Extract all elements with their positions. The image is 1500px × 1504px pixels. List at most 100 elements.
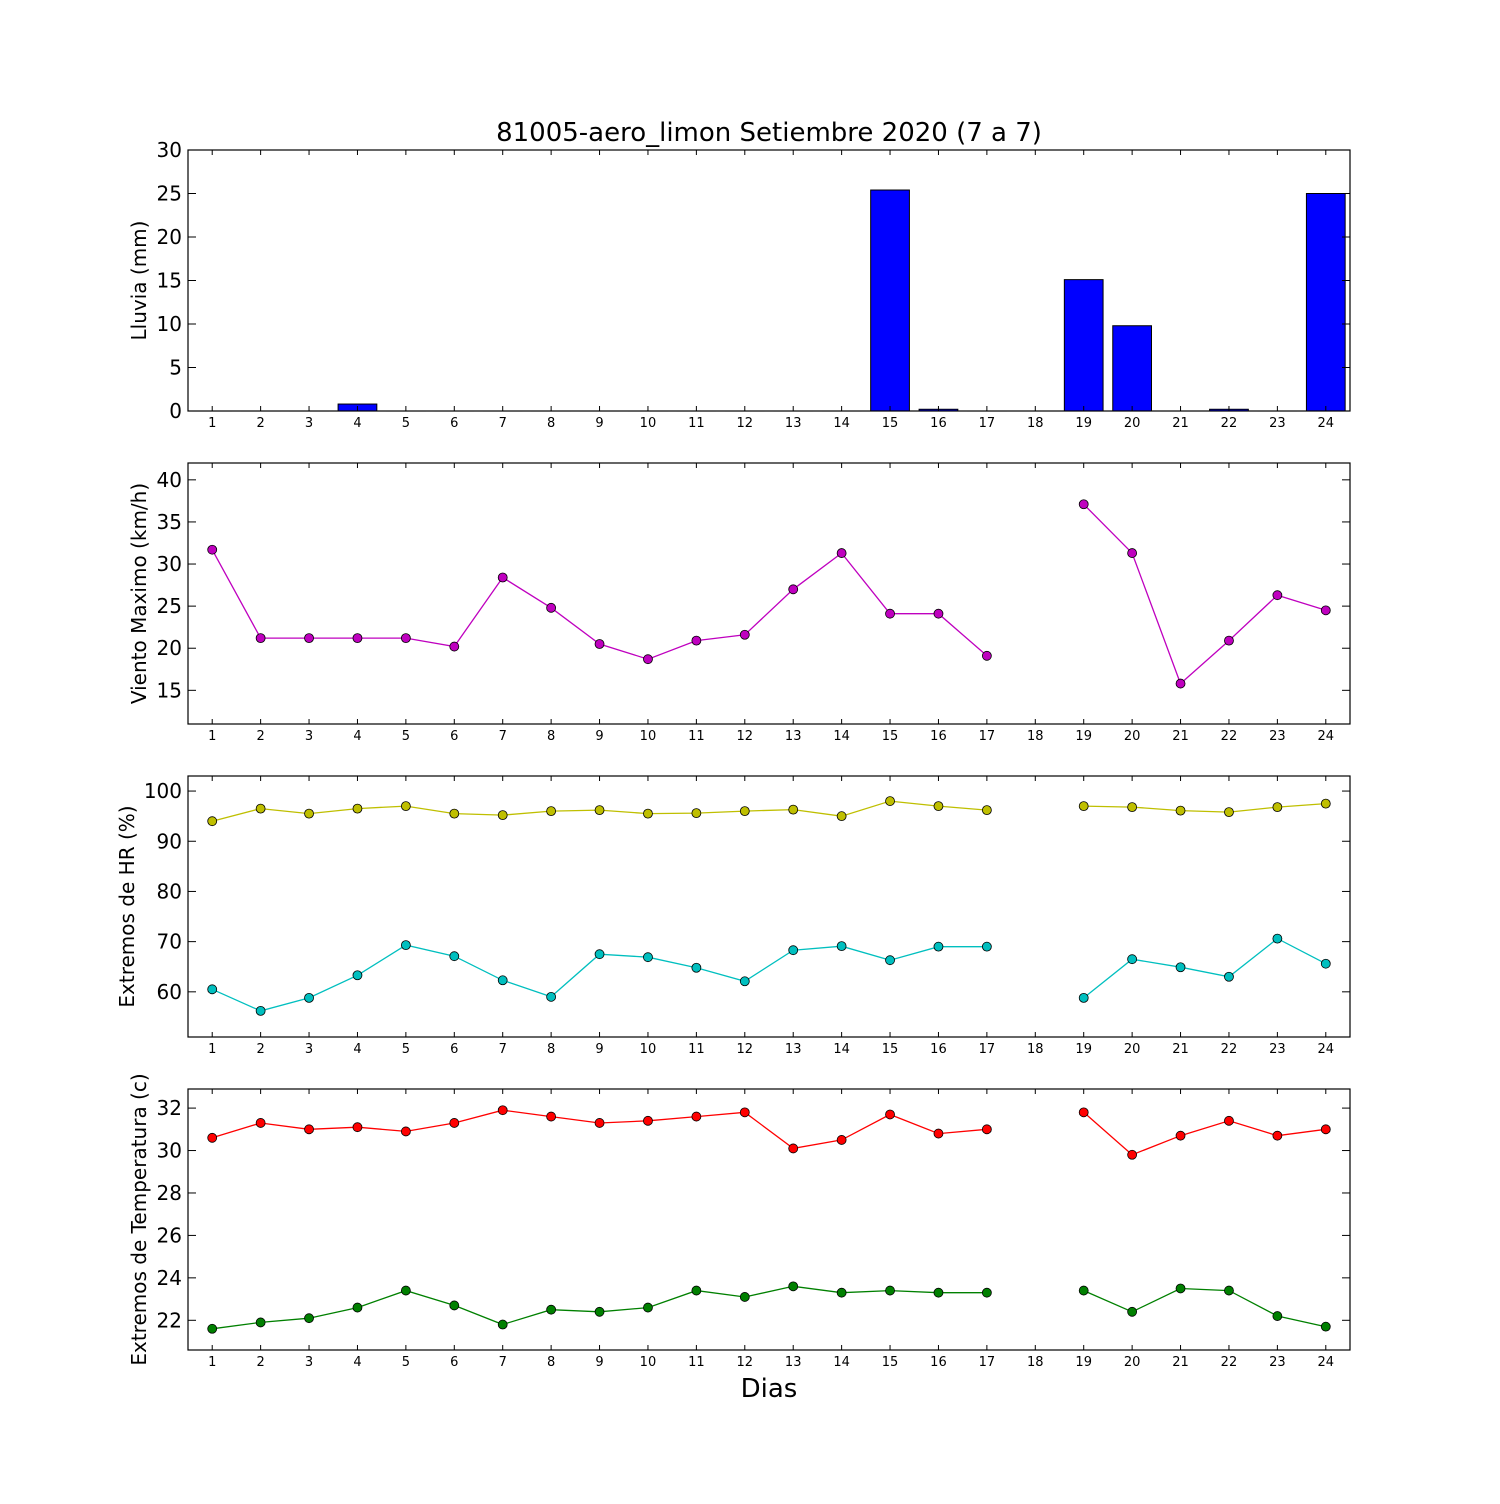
x-tick-label: 2 bbox=[256, 729, 264, 744]
data-point bbox=[837, 1288, 846, 1297]
x-tick-label: 16 bbox=[930, 416, 947, 431]
data-point bbox=[498, 1106, 507, 1115]
plot-frame bbox=[188, 776, 1350, 1037]
data-point bbox=[256, 1318, 265, 1327]
data-point bbox=[740, 630, 749, 639]
data-point bbox=[789, 585, 798, 594]
data-point bbox=[982, 942, 991, 951]
series-line bbox=[212, 801, 1326, 821]
x-tick-label: 14 bbox=[833, 1042, 850, 1057]
x-tick-label: 23 bbox=[1269, 1355, 1286, 1370]
data-point bbox=[1224, 808, 1233, 817]
data-point bbox=[837, 942, 846, 951]
data-point bbox=[208, 817, 217, 826]
x-tick-label: 15 bbox=[882, 1042, 899, 1057]
x-tick-label: 20 bbox=[1124, 729, 1141, 744]
y-tick-label: 40 bbox=[157, 468, 182, 492]
data-point bbox=[595, 640, 604, 649]
x-tick-label: 19 bbox=[1075, 729, 1092, 744]
data-point bbox=[740, 1108, 749, 1117]
data-point bbox=[934, 1129, 943, 1138]
x-tick-label: 9 bbox=[595, 729, 603, 744]
data-point bbox=[401, 802, 410, 811]
data-point bbox=[643, 953, 652, 962]
x-tick-label: 1 bbox=[208, 1355, 216, 1370]
y-tick-label: 5 bbox=[169, 356, 182, 380]
x-tick-label: 7 bbox=[499, 416, 507, 431]
data-point bbox=[256, 804, 265, 813]
data-point bbox=[886, 956, 895, 965]
x-tick-label: 23 bbox=[1269, 729, 1286, 744]
chart-title: 81005-aero_limon Setiembre 2020 (7 a 7) bbox=[496, 118, 1042, 148]
x-tick-label: 3 bbox=[305, 1355, 313, 1370]
x-tick-label: 6 bbox=[450, 416, 458, 431]
x-tick-label: 17 bbox=[979, 416, 996, 431]
data-point bbox=[450, 1301, 459, 1310]
data-point bbox=[837, 1135, 846, 1144]
data-point bbox=[1224, 1286, 1233, 1295]
x-tick-label: 18 bbox=[1027, 1042, 1044, 1057]
x-tick-label: 17 bbox=[979, 1355, 996, 1370]
data-point bbox=[982, 1288, 991, 1297]
data-point bbox=[498, 573, 507, 582]
data-point bbox=[208, 985, 217, 994]
x-tick-label: 6 bbox=[450, 1042, 458, 1057]
x-tick-label: 13 bbox=[785, 1355, 802, 1370]
data-point bbox=[498, 976, 507, 985]
data-point bbox=[740, 977, 749, 986]
y-axis-label: Viento Maximo (km/h) bbox=[127, 483, 151, 704]
x-tick-label: 15 bbox=[882, 416, 899, 431]
x-tick-label: 15 bbox=[882, 729, 899, 744]
data-point bbox=[1079, 1108, 1088, 1117]
data-point bbox=[305, 993, 314, 1002]
data-point bbox=[1273, 1131, 1282, 1140]
y-tick-label: 26 bbox=[157, 1223, 182, 1247]
data-point bbox=[401, 634, 410, 643]
x-tick-label: 20 bbox=[1124, 1042, 1141, 1057]
data-point bbox=[353, 804, 362, 813]
data-point bbox=[692, 1112, 701, 1121]
data-point bbox=[643, 1303, 652, 1312]
x-tick-label: 24 bbox=[1318, 729, 1335, 744]
x-tick-label: 16 bbox=[930, 729, 947, 744]
data-point bbox=[1079, 993, 1088, 1002]
x-tick-label: 14 bbox=[833, 1355, 850, 1370]
data-point bbox=[547, 807, 556, 816]
data-point bbox=[450, 809, 459, 818]
x-tick-label: 1 bbox=[208, 1042, 216, 1057]
bar bbox=[1064, 280, 1103, 411]
data-point bbox=[305, 634, 314, 643]
data-point bbox=[450, 952, 459, 961]
x-tick-label: 21 bbox=[1172, 1042, 1189, 1057]
data-point bbox=[1079, 802, 1088, 811]
x-tick-label: 8 bbox=[547, 1355, 555, 1370]
x-tick-label: 2 bbox=[256, 1355, 264, 1370]
series-line bbox=[212, 504, 1326, 683]
data-point bbox=[450, 642, 459, 651]
y-tick-label: 0 bbox=[169, 399, 182, 423]
y-tick-label: 100 bbox=[144, 779, 182, 803]
x-tick-label: 11 bbox=[688, 416, 705, 431]
data-point bbox=[1176, 806, 1185, 815]
data-point bbox=[256, 1118, 265, 1127]
data-point bbox=[595, 806, 604, 815]
data-point bbox=[401, 1127, 410, 1136]
data-point bbox=[886, 1286, 895, 1295]
x-tick-label: 5 bbox=[402, 729, 410, 744]
data-point bbox=[1273, 1312, 1282, 1321]
data-point bbox=[1176, 963, 1185, 972]
data-point bbox=[595, 1118, 604, 1127]
x-tick-label: 9 bbox=[595, 416, 603, 431]
x-tick-label: 23 bbox=[1269, 1042, 1286, 1057]
data-point bbox=[1176, 1284, 1185, 1293]
y-tick-label: 22 bbox=[157, 1308, 182, 1332]
data-point bbox=[1321, 959, 1330, 968]
data-point bbox=[353, 634, 362, 643]
x-tick-label: 22 bbox=[1221, 729, 1238, 744]
data-point bbox=[837, 812, 846, 821]
x-tick-label: 22 bbox=[1221, 1355, 1238, 1370]
x-tick-label: 10 bbox=[640, 729, 657, 744]
x-tick-label: 7 bbox=[499, 729, 507, 744]
data-point bbox=[353, 1303, 362, 1312]
